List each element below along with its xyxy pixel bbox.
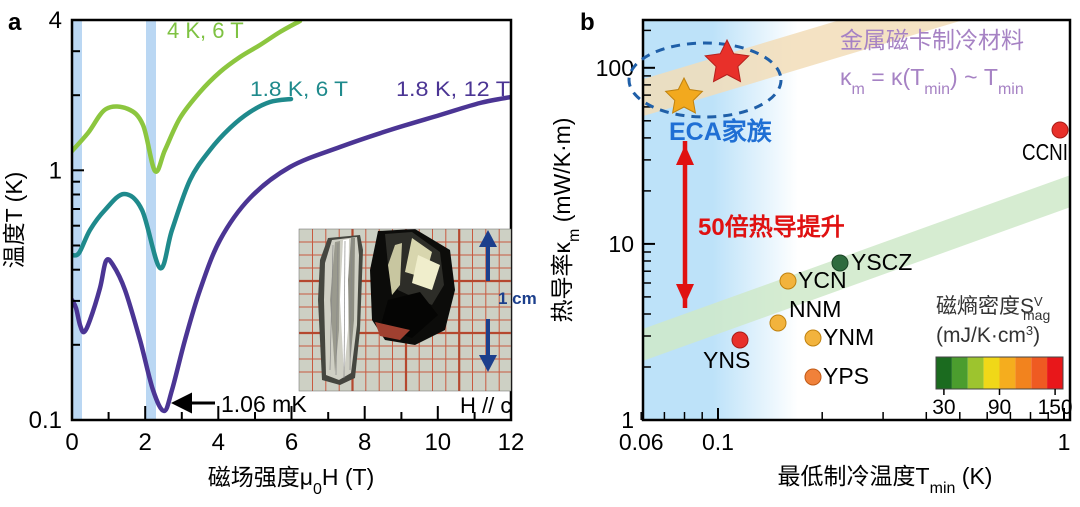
svg-text:10: 10 — [608, 231, 634, 257]
svg-text:CCNI: CCNI — [1022, 139, 1068, 165]
svg-text:1: 1 — [49, 157, 62, 184]
svg-text:10: 10 — [424, 429, 451, 456]
svg-text:1: 1 — [1058, 429, 1071, 455]
svg-text:磁场强度μ0H (T): 磁场强度μ0H (T) — [208, 464, 375, 498]
svg-text:2: 2 — [139, 429, 152, 456]
svg-text:4: 4 — [49, 7, 62, 34]
svg-text:6: 6 — [285, 429, 298, 456]
svg-text:温度T (K): 温度T (K) — [1, 172, 27, 269]
svg-text:4 K, 6 T: 4 K, 6 T — [167, 18, 244, 43]
svg-text:1.06 mK: 1.06 mK — [221, 391, 307, 417]
svg-text:YPS: YPS — [823, 363, 869, 389]
svg-text:1.8 K, 6 T: 1.8 K, 6 T — [250, 78, 348, 101]
svg-text:30: 30 — [932, 396, 955, 419]
svg-text:0.06: 0.06 — [619, 429, 664, 455]
svg-text:YSCZ: YSCZ — [851, 249, 912, 275]
svg-text:最低制冷温度Tmin (K): 最低制冷温度Tmin (K) — [778, 463, 993, 497]
svg-text:H // c: H // c — [460, 393, 511, 418]
svg-text:100: 100 — [596, 55, 634, 81]
svg-text:0: 0 — [65, 429, 78, 456]
svg-text:热导率κm (mW/K·m): 热导率κm (mW/K·m) — [549, 118, 583, 323]
svg-text:YCN: YCN — [798, 267, 847, 293]
svg-text:mag: mag — [1023, 307, 1050, 323]
svg-text:a: a — [8, 9, 22, 36]
svg-text:金属磁卡制冷材料: 金属磁卡制冷材料 — [840, 27, 1024, 53]
svg-text:(mJ/K·cm3): (mJ/K·cm3) — [936, 323, 1040, 348]
svg-text:8: 8 — [358, 429, 371, 456]
svg-text:150: 150 — [1038, 396, 1073, 419]
svg-text:1 cm: 1 cm — [498, 289, 537, 308]
svg-text:0.1: 0.1 — [702, 429, 734, 455]
svg-text:YNS: YNS — [703, 347, 750, 373]
svg-text:b: b — [580, 9, 595, 36]
svg-text:0.1: 0.1 — [29, 407, 62, 434]
svg-text:NNM: NNM — [789, 296, 841, 322]
svg-text:4: 4 — [212, 429, 225, 456]
svg-text:90: 90 — [988, 396, 1011, 419]
svg-text:YNM: YNM — [823, 324, 874, 350]
svg-text:1.8 K, 12 T: 1.8 K, 12 T — [396, 78, 510, 101]
svg-text:12: 12 — [498, 429, 525, 456]
svg-text:50倍热导提升: 50倍热导提升 — [698, 213, 845, 241]
